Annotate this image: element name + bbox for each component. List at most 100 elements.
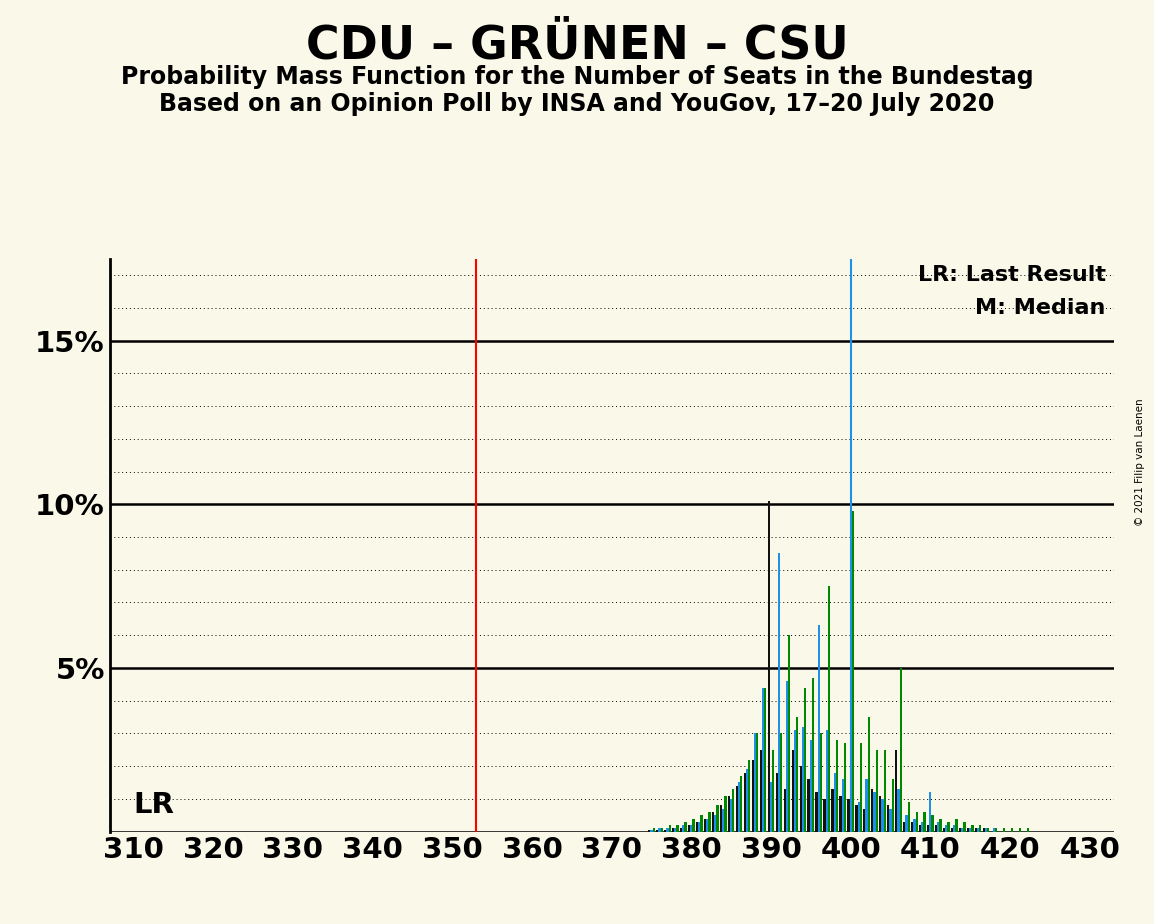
Bar [804,687,807,832]
Bar [969,828,972,832]
Text: © 2021 Filip van Laenen: © 2021 Filip van Laenen [1134,398,1145,526]
Bar [660,828,662,832]
Bar [863,808,866,832]
Bar [786,681,788,832]
Bar [666,828,668,832]
Bar [728,796,730,832]
Bar [855,806,857,832]
Bar [849,314,852,832]
Bar [906,815,907,832]
Text: Based on an Opinion Poll by INSA and YouGov, 17–20 July 2020: Based on an Opinion Poll by INSA and You… [159,92,995,116]
Bar [764,687,766,832]
Bar [879,796,882,832]
Text: Probability Mass Function for the Number of Seats in the Bundestag: Probability Mass Function for the Number… [121,65,1033,89]
Bar [802,727,804,832]
Bar [704,819,706,832]
Bar [900,668,901,832]
Bar [794,730,796,832]
Bar [995,828,997,832]
Bar [943,828,945,832]
Bar [730,799,733,832]
Bar [961,828,964,832]
Bar [788,635,790,832]
Bar [825,730,827,832]
Bar [796,717,799,832]
Bar [983,828,986,832]
Bar [690,825,692,832]
Bar [682,825,684,832]
Bar [816,792,818,832]
Bar [887,806,890,832]
Bar [800,766,802,832]
Bar [668,825,670,832]
Bar [835,740,838,832]
Bar [929,792,931,832]
Bar [913,819,915,832]
Bar [959,828,961,832]
Bar [759,749,762,832]
Bar [857,802,860,832]
Bar [871,789,874,832]
Bar [657,830,658,832]
Bar [911,821,913,832]
Text: M: Median: M: Median [975,298,1106,318]
Bar [745,770,748,832]
Bar [831,789,833,832]
Bar [839,796,841,832]
Bar [904,821,906,832]
Bar [890,808,892,832]
Bar [1019,828,1021,832]
Bar [896,749,898,832]
Bar [898,789,900,832]
Bar [812,677,815,832]
Bar [658,828,660,832]
Bar [876,749,878,832]
Bar [733,789,734,832]
Bar [684,821,687,832]
Bar [937,821,939,832]
Bar [1027,828,1029,832]
Bar [674,828,676,832]
Bar [868,717,870,832]
Bar [748,760,750,832]
Text: CDU – GRÜNEN – CSU: CDU – GRÜNEN – CSU [306,23,848,68]
Bar [720,806,722,832]
Bar [964,821,966,832]
Bar [935,825,937,832]
Bar [931,815,934,832]
Bar [874,792,876,832]
Bar [762,687,764,832]
Bar [698,821,700,832]
Bar [784,789,786,832]
Bar [972,825,974,832]
Bar [700,815,703,832]
Bar [852,511,854,832]
Bar [780,734,782,832]
Bar [847,799,849,832]
Bar [672,828,674,832]
Bar [1011,828,1013,832]
Bar [736,785,739,832]
Bar [709,812,711,832]
Bar [833,772,835,832]
Bar [907,802,909,832]
Bar [725,796,727,832]
Bar [792,749,794,832]
Bar [651,830,652,832]
Bar [722,808,725,832]
Bar [808,779,810,832]
Bar [696,821,698,832]
Bar [919,825,921,832]
Bar [947,821,950,832]
Bar [770,783,772,832]
Bar [767,501,770,832]
Bar [717,806,719,832]
Bar [992,828,995,832]
Bar [824,799,825,832]
Bar [1003,828,1005,832]
Bar [915,812,917,832]
Bar [756,734,758,832]
Bar [819,734,822,832]
Bar [977,828,980,832]
Bar [986,828,987,832]
